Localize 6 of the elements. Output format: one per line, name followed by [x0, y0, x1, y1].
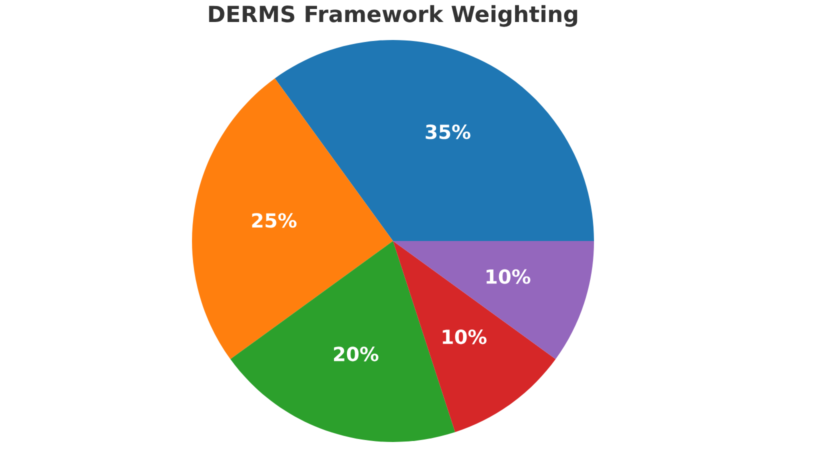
- chart-title: DERMS Framework Weighting: [209, 5, 578, 27]
- data-label: 20%: [334, 346, 378, 362]
- data-label: 35%: [426, 124, 470, 140]
- data-label: 10%: [486, 269, 530, 284]
- data-label: 10%: [442, 330, 487, 344]
- data-label: 25%: [252, 213, 297, 228]
